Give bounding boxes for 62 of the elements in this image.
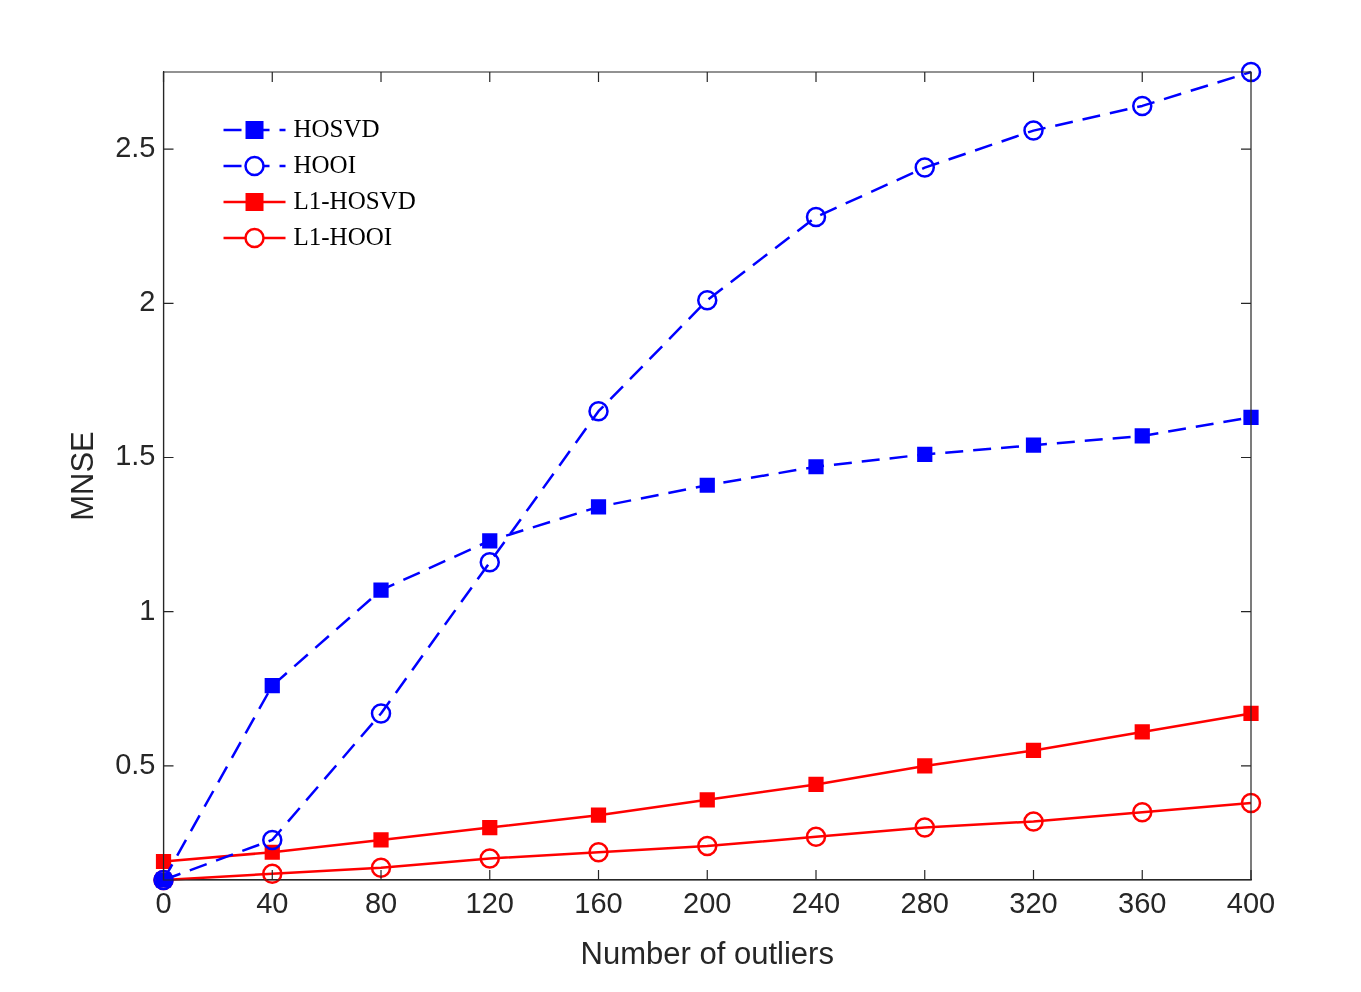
point: [1243, 705, 1259, 722]
y-tick-label: 1.5: [115, 439, 156, 472]
point: [1023, 120, 1044, 141]
x-tick-label: 240: [791, 887, 841, 920]
x-axis-title: Number of outliers: [580, 935, 834, 971]
y-tick-label: 1: [139, 593, 156, 626]
point: [1134, 428, 1150, 444]
point: [373, 582, 389, 598]
point: [914, 157, 935, 178]
point: [697, 835, 718, 857]
point: [370, 703, 392, 724]
point: [482, 533, 498, 549]
point: [264, 678, 280, 694]
point: [588, 400, 609, 422]
point: [1023, 811, 1044, 832]
legend-label: HOSVD: [293, 114, 380, 142]
legend-label: L1-HOOI: [293, 222, 393, 250]
point: [697, 289, 718, 311]
point: [479, 552, 501, 573]
point: [917, 446, 933, 463]
x-tick-label: 40: [256, 887, 289, 920]
point: [262, 863, 283, 885]
point: [805, 206, 827, 228]
x-tick-label: 400: [1226, 887, 1276, 920]
point: [1134, 724, 1150, 740]
point: [699, 792, 715, 808]
x-tick-label: 160: [574, 887, 623, 920]
point: [1132, 801, 1153, 823]
point: [588, 841, 609, 863]
point: [373, 832, 389, 848]
point: [914, 817, 935, 838]
point: [808, 459, 824, 475]
y-tick-label: 2.5: [115, 131, 156, 164]
point: [1025, 742, 1042, 759]
x-tick-label: 320: [1009, 887, 1058, 920]
point: [370, 857, 392, 878]
point: [262, 829, 283, 851]
legend-label: L1-HOSVD: [293, 186, 416, 214]
y-tick-label: 2: [139, 285, 156, 318]
point: [479, 848, 501, 869]
x-tick-label: 360: [1118, 887, 1167, 920]
point: [1240, 61, 1262, 83]
legend-label: HOOI: [293, 150, 357, 178]
point: [590, 807, 607, 823]
x-tick-label: 120: [465, 887, 514, 920]
point: [155, 853, 172, 870]
point: [917, 758, 933, 774]
point: [590, 499, 607, 515]
point: [1132, 95, 1153, 117]
point: [1243, 409, 1259, 426]
point: [805, 826, 827, 848]
y-tick-label: 0.5: [115, 747, 156, 780]
x-tick-label: 80: [364, 887, 398, 920]
point: [808, 776, 824, 793]
y-axis-title: MNSE: [65, 431, 101, 521]
point: [1025, 437, 1042, 453]
x-tick-label: 0: [155, 887, 172, 920]
x-tick-label: 200: [683, 887, 732, 920]
point: [482, 819, 498, 836]
point: [699, 477, 715, 493]
x-tick-label: 280: [900, 887, 949, 920]
point: [1240, 792, 1262, 814]
